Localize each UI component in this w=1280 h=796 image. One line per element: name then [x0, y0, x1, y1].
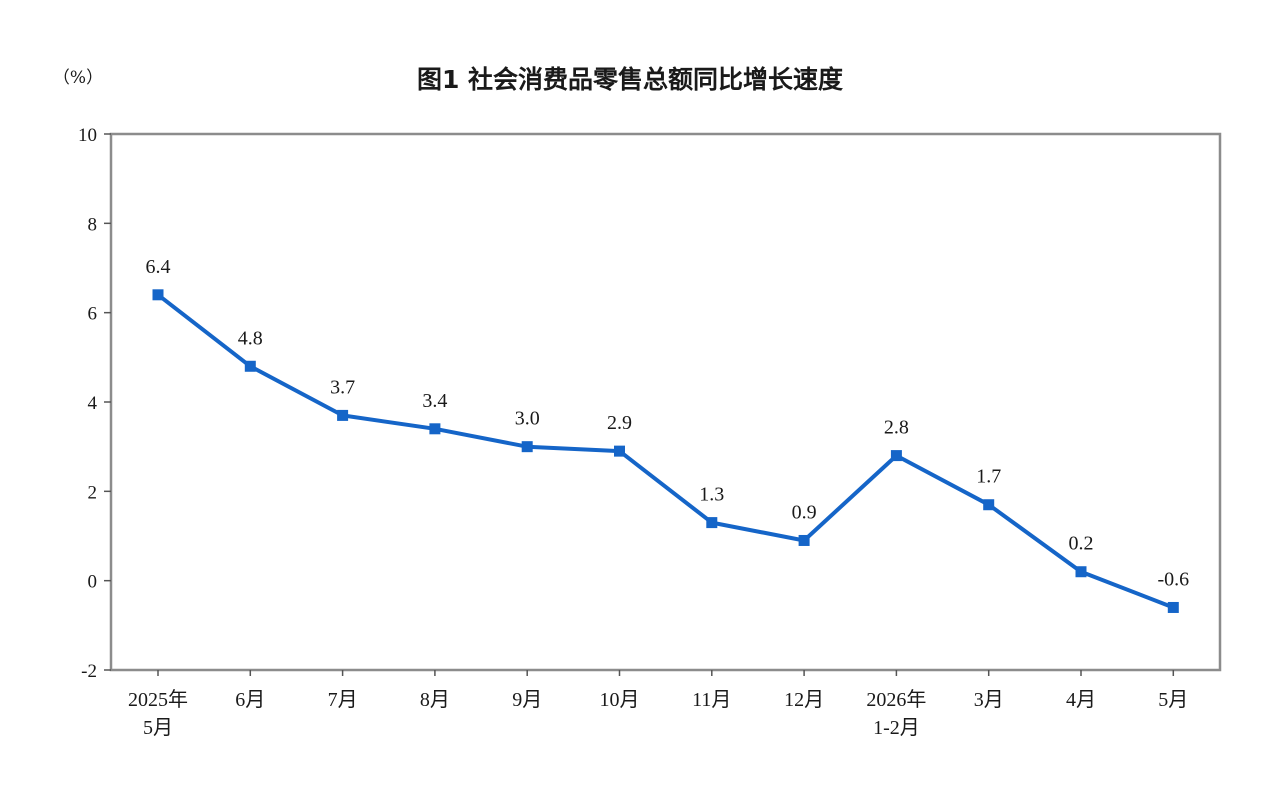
y-tick-label: 10 [78, 125, 97, 146]
data-label: 3.7 [330, 376, 355, 398]
data-point [983, 499, 995, 511]
data-point [706, 517, 718, 529]
y-axis: -2 0 2 4 6 8 10 [78, 125, 111, 682]
x-tick-label: 2026年 1-2月 [866, 688, 926, 739]
y-tick-label: 6 [88, 304, 98, 325]
x-tick-label: 6月 [235, 689, 265, 711]
data-point [798, 534, 810, 546]
series-line [156, 292, 1176, 610]
data-label: 1.3 [699, 484, 724, 506]
y-tick-label: 8 [88, 214, 98, 235]
x-axis: 2025年 5月 6月 7月 8月 9月 10月 11月 12月 2026年 1-2月 3月 4月 5月 [128, 670, 1188, 739]
data-label: 2.9 [607, 412, 632, 434]
data-point [1075, 566, 1087, 578]
y-unit-label: （%） [53, 68, 103, 88]
x-tick-label: 4月 [1066, 689, 1096, 711]
data-point [152, 289, 164, 301]
chart-title: 图1 社会消费品零售总额同比增长速度 [417, 65, 843, 94]
data-label: 4.8 [238, 327, 263, 349]
x-tick-label: 8月 [420, 689, 450, 711]
x-tick-label: 11月 [692, 689, 731, 711]
data-point [1167, 601, 1179, 613]
data-label: 3.4 [422, 390, 447, 412]
data-label: -0.6 [1157, 568, 1189, 590]
x-tick-label: 7月 [328, 689, 358, 711]
data-point [337, 409, 349, 421]
y-tick-label: 2 [88, 482, 98, 503]
plot-frame [109, 132, 1222, 672]
data-label: 1.7 [976, 466, 1001, 488]
data-series: 6.4 4.8 3.7 3.4 3.0 2.9 1.3 0.9 2.8 1.7 0.2 -0.6 [146, 256, 1189, 613]
x-tick-label: 2025年 5月 [128, 688, 188, 739]
data-point [244, 360, 256, 372]
data-label: 3.0 [515, 408, 540, 430]
x-tick-label: 12月 [784, 689, 824, 711]
data-label: 0.9 [792, 501, 817, 523]
data-point [890, 450, 902, 462]
data-label: 0.2 [1069, 533, 1094, 555]
data-point [521, 441, 533, 453]
data-label: 2.8 [884, 417, 909, 439]
y-tick-label: 0 [88, 572, 98, 593]
y-tick-label: 4 [88, 393, 98, 414]
data-point [614, 445, 625, 457]
x-tick-label: 3月 [974, 689, 1004, 711]
x-tick-label: 9月 [512, 689, 542, 711]
y-tick-label: -2 [81, 661, 97, 682]
data-point [429, 423, 441, 435]
data-label: 6.4 [146, 256, 171, 278]
x-tick-label: 5月 [1158, 689, 1188, 711]
x-tick-label: 10月 [600, 689, 640, 711]
